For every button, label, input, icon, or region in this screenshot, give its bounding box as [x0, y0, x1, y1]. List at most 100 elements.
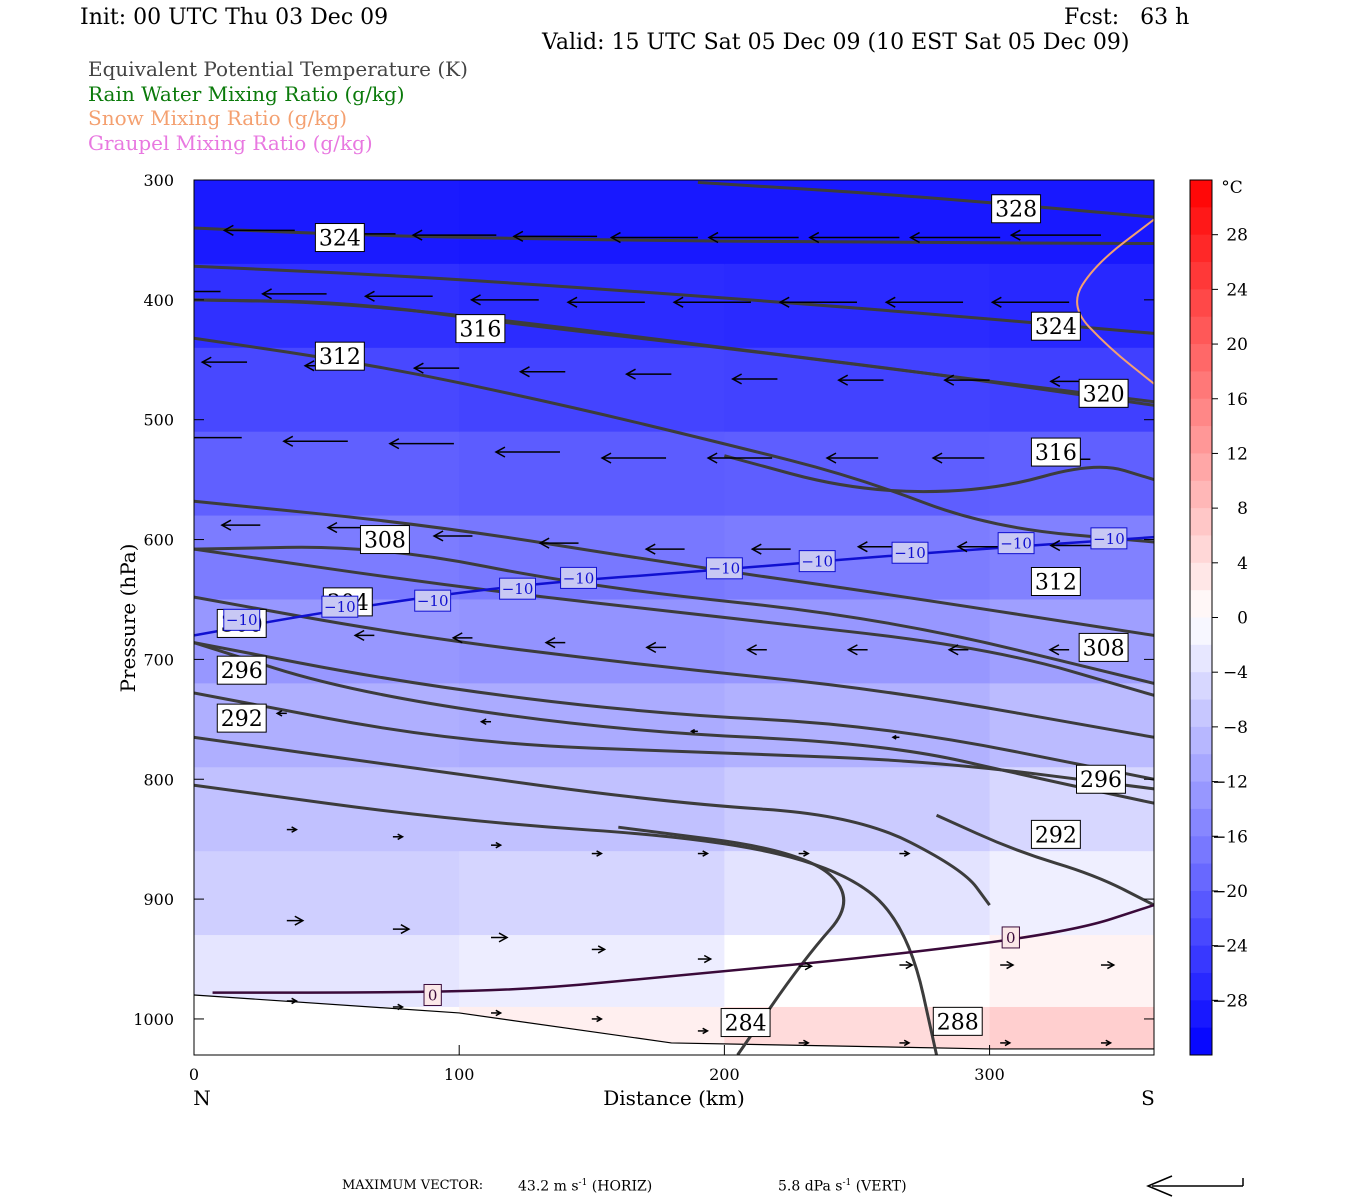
isotherm-minus10-label: −10: [1090, 527, 1128, 550]
footer-horiz: 43.2 m s-1 (HORIZ): [518, 1178, 653, 1195]
theta-e-contour: [194, 226, 1154, 246]
wind-vector: [697, 954, 713, 964]
colorbar-tick-label: −4: [1223, 663, 1248, 683]
wind-vector: [388, 438, 454, 450]
wind-vector: [363, 290, 433, 302]
theta-e-label: 296: [216, 655, 267, 685]
wind-vector: [1100, 1039, 1113, 1047]
isotherm-minus10-label: −10: [705, 557, 743, 580]
wind-vector: [220, 519, 261, 531]
footer-max-vector-arrow: [1146, 1175, 1244, 1197]
wind-vector: [286, 997, 298, 1005]
theta-e-contour: [194, 595, 1154, 739]
colorbar-swatch: [1190, 535, 1212, 564]
svg-text:288: 288: [937, 1010, 979, 1035]
wind-vector: [326, 521, 367, 534]
endpoint-north: N: [193, 1086, 211, 1110]
isotherm-zero: [212, 903, 1154, 994]
colorbar-swatch: [1190, 945, 1212, 974]
theta-e-label: 324: [314, 223, 365, 253]
x-axis-label: Distance (km): [603, 1086, 745, 1110]
wind-vector: [909, 231, 1001, 244]
svg-text:312: 312: [319, 345, 361, 370]
colorbar-tick-label: 4: [1237, 554, 1248, 574]
footer-max-vector-label: MAXIMUM VECTOR:: [342, 1178, 484, 1193]
svg-text:−10: −10: [324, 598, 356, 616]
wind-vector: [825, 452, 879, 464]
y-tick-label: 1000: [133, 1010, 174, 1029]
colorbar-swatch: [1190, 453, 1212, 482]
colorbar-swatch: [1190, 781, 1212, 810]
isotherm-minus10-label: −10: [414, 589, 452, 612]
wind-vector: [1000, 960, 1015, 970]
svg-text:320: 320: [1083, 382, 1125, 407]
endpoint-south: S: [1141, 1086, 1155, 1110]
footer-vert: 5.8 dPa s-1 (VERT): [778, 1178, 907, 1195]
theta-e-label: 328: [991, 194, 1042, 224]
temperature-shade-cell: [459, 851, 726, 937]
colorbar-swatch: [1190, 508, 1212, 536]
colorbar-tick-label: 16: [1226, 390, 1248, 410]
y-tick-label: 600: [143, 531, 174, 550]
wind-vector: [512, 230, 598, 242]
wind-vector: [538, 537, 579, 549]
theta-e-contour: [194, 735, 991, 906]
wind-vector: [778, 296, 857, 308]
svg-text:308: 308: [364, 528, 406, 553]
wind-vector: [697, 1027, 710, 1035]
wind-vector: [609, 231, 698, 244]
theta-e-contour: [194, 298, 1154, 404]
wind-vector: [931, 452, 985, 464]
wind-vector: [286, 915, 305, 926]
x-tick-label: 0: [189, 1065, 199, 1084]
colorbar-swatch: [1190, 398, 1212, 427]
colorbar-swatch: [1190, 289, 1212, 318]
svg-text:−10: −10: [709, 560, 741, 578]
temperature-shade-cell: [194, 851, 461, 937]
temperature-shade-cell: [724, 180, 991, 265]
svg-text:312: 312: [1035, 570, 1077, 595]
wind-vector: [990, 296, 1070, 308]
wind-vector: [275, 710, 287, 717]
theta-e-contour: [935, 813, 1154, 907]
svg-text:328: 328: [995, 198, 1037, 223]
wind-vector: [200, 356, 248, 368]
y-tick-label: 300: [143, 171, 174, 190]
wind-vector: [689, 728, 698, 734]
wind-vector: [798, 1039, 810, 1047]
theta-e-contour: [194, 336, 1154, 544]
svg-text:284: 284: [725, 1011, 767, 1036]
wind-vector: [600, 452, 667, 464]
colorbar-swatch: [1190, 754, 1212, 783]
wind-vector: [353, 629, 375, 642]
svg-text:316: 316: [459, 318, 501, 343]
colorbar-swatch: [1190, 699, 1212, 728]
svg-text:316: 316: [1035, 441, 1077, 466]
theta-e-contour: [194, 499, 1154, 637]
theta-e-label: 292: [1030, 819, 1081, 849]
wind-vector: [856, 541, 897, 553]
wind-vector: [392, 833, 405, 841]
snow-mixing-contour: [1076, 218, 1154, 385]
wind-vector: [624, 368, 672, 380]
svg-text:292: 292: [221, 707, 263, 732]
svg-text:292: 292: [1035, 823, 1077, 848]
colorbar-swatch: [1190, 590, 1212, 618]
wind-vector: [1000, 1039, 1012, 1047]
isotherm-zero-label: 0: [1001, 926, 1020, 949]
y-tick-label: 400: [143, 291, 174, 310]
svg-text:0: 0: [1006, 929, 1016, 947]
theta-e-contour: [697, 180, 1154, 219]
temperature-shade-cell: [194, 180, 461, 265]
colorbar-swatch: [1190, 262, 1212, 290]
wind-vector: [412, 362, 460, 374]
theta-e-label: 320: [1078, 378, 1129, 408]
temperature-shade-cell: [459, 935, 726, 1008]
theta-e-contour: [194, 641, 1154, 805]
init-time: Init: 00 UTC Thu 03 Dec 09: [80, 5, 389, 30]
wind-vector: [1009, 229, 1101, 241]
theta-e-label: 312: [314, 341, 365, 371]
colorbar-swatch: [1190, 426, 1212, 454]
colorbar-swatch: [1190, 836, 1212, 865]
theta-e-contour: [194, 547, 1154, 697]
